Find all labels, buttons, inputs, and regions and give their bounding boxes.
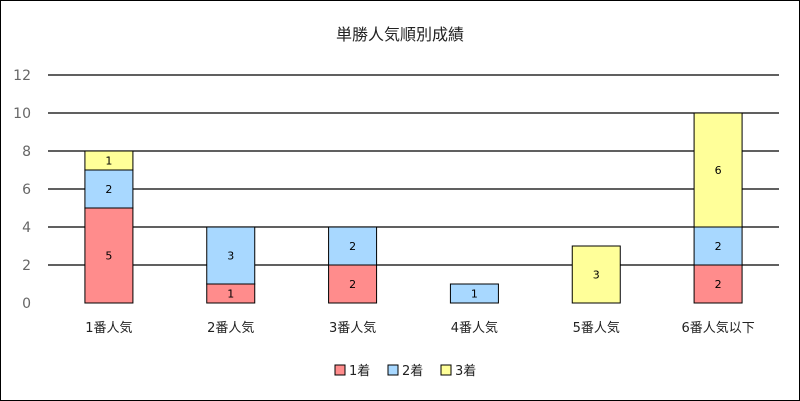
bar-segment (693, 112, 743, 228)
data-label: 5 (105, 250, 112, 263)
legend-label: 2着 (402, 363, 423, 379)
data-label: 2 (105, 183, 112, 196)
bar-segment (328, 226, 378, 266)
y-tick-label: 0 (22, 296, 31, 312)
bar-segment (206, 226, 256, 285)
data-label: 2 (715, 278, 722, 291)
legend-swatch (440, 364, 452, 376)
y-tick-label: 12 (13, 68, 31, 84)
x-tick-label: 3番人気 (329, 320, 376, 336)
y-tick-label: 10 (13, 106, 31, 122)
gridlines (48, 74, 779, 266)
bar-segment (693, 226, 743, 266)
y-tick-label: 8 (22, 144, 31, 160)
x-tick-label: 4番人気 (451, 320, 498, 336)
bars: 5 2 1 1 3 2 2 1 3 2 2 6 (84, 112, 743, 304)
y-tick-label: 6 (22, 182, 31, 198)
y-axis-ticks: 0 2 4 6 8 10 12 (13, 68, 31, 312)
legend: 1着 2着 3着 (334, 363, 476, 379)
bar-segment (84, 150, 134, 171)
legend-label: 1着 (349, 363, 370, 379)
chart-title: 単勝人気順別成績 (336, 25, 464, 44)
data-label: 6 (715, 164, 722, 177)
x-axis-ticks: 1番人気 2番人気 3番人気 4番人気 5番人気 6番人気以下 (85, 320, 754, 336)
y-tick-label: 4 (22, 220, 31, 236)
x-tick-label: 1番人気 (85, 320, 132, 336)
data-label: 2 (349, 278, 356, 291)
legend-swatch (334, 364, 346, 376)
x-tick-label: 2番人気 (207, 320, 254, 336)
x-tick-label: 6番人気以下 (681, 320, 754, 336)
data-label: 3 (593, 269, 600, 282)
x-tick-label: 5番人気 (573, 320, 620, 336)
data-label: 1 (105, 155, 112, 168)
bar-segment (84, 207, 134, 304)
y-tick-label: 2 (22, 258, 31, 274)
data-label: 3 (227, 250, 234, 263)
bar-segment (449, 283, 499, 304)
legend-swatch (387, 364, 399, 376)
legend-label: 3着 (455, 363, 476, 379)
data-label: 2 (715, 240, 722, 253)
bar-segment (84, 169, 134, 209)
bar-segment (571, 245, 621, 304)
data-label: 2 (349, 240, 356, 253)
data-label: 1 (471, 288, 478, 301)
data-label: 1 (227, 288, 234, 301)
